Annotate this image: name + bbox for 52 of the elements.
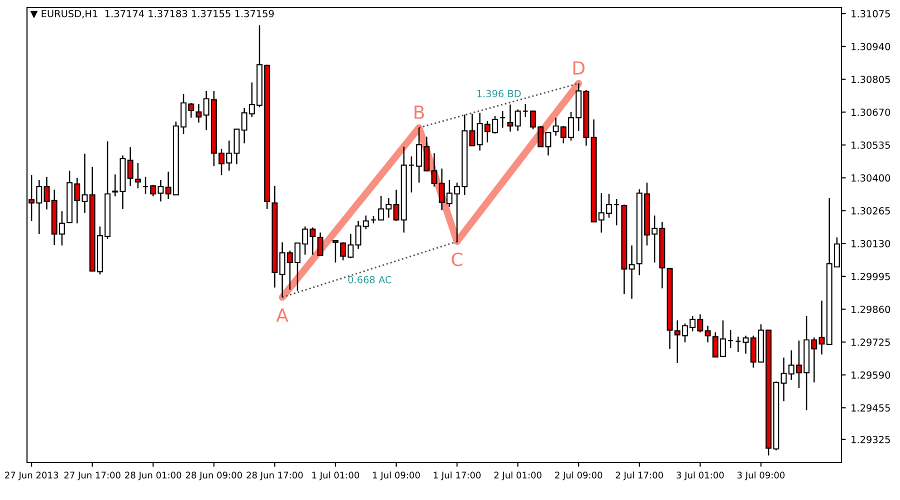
x-tick-label: 3 Jul 01:00 bbox=[676, 472, 724, 480]
candlestick bbox=[408, 156, 414, 194]
y-tick-label: 1.30130 bbox=[852, 240, 890, 248]
x-tick-label: 27 Jun 17:00 bbox=[64, 472, 120, 480]
x-tick-label: 2 Jul 09:00 bbox=[555, 472, 602, 480]
x-tick-label: 28 Jun 09:00 bbox=[186, 472, 242, 480]
candlestick bbox=[469, 113, 476, 146]
y-tick-label: 1.30805 bbox=[852, 76, 890, 84]
x-tick-label: 1 Jul 01:00 bbox=[312, 472, 360, 480]
y-tick-label: 1.29455 bbox=[852, 404, 890, 412]
candlestick bbox=[393, 189, 400, 222]
x-tick-label: 3 Jul 09:00 bbox=[737, 472, 785, 480]
x-tick-label: 2 Jul 17:00 bbox=[616, 472, 663, 480]
chart-title: ▼ EURUSD,H1 1.37174 1.37183 1.37155 1.37159 bbox=[30, 10, 274, 18]
candlestick bbox=[196, 103, 202, 124]
candlestick bbox=[500, 110, 506, 128]
candlestick bbox=[142, 176, 149, 195]
x-tick-label: 1 Jul 09:00 bbox=[373, 472, 420, 480]
candlestick bbox=[507, 104, 514, 132]
candlestick bbox=[317, 232, 324, 256]
candlestick bbox=[614, 198, 620, 226]
data-label: D bbox=[573, 61, 584, 75]
x-tick-label: 28 Jun 17:00 bbox=[246, 472, 303, 480]
y-tick-label: 1.30265 bbox=[852, 207, 890, 214]
y-tick-label: 1.30535 bbox=[852, 141, 890, 149]
candlestick bbox=[522, 103, 528, 118]
x-tick-label: 1 Jul 17:00 bbox=[434, 472, 481, 480]
candlestick bbox=[818, 300, 825, 356]
y-tick-label: 1.29590 bbox=[852, 371, 890, 379]
y-tick-label: 1.29995 bbox=[852, 272, 890, 280]
candlestick bbox=[735, 336, 742, 353]
candlestick bbox=[514, 108, 521, 132]
data-label: A bbox=[276, 308, 288, 322]
x-tick-label: 27 Jun 2013 bbox=[5, 472, 58, 480]
y-tick-label: 1.31075 bbox=[852, 10, 890, 18]
y-tick-label: 1.29860 bbox=[852, 306, 890, 314]
x-tick-label: 2 Jul 01:00 bbox=[494, 472, 542, 480]
candlestick bbox=[728, 330, 734, 349]
y-tick-label: 1.29725 bbox=[852, 338, 890, 346]
data-label: C bbox=[452, 252, 462, 266]
candlestick bbox=[44, 176, 50, 210]
candlestick bbox=[82, 153, 88, 214]
candlestick bbox=[780, 357, 787, 402]
y-tick-label: 1.30670 bbox=[852, 108, 890, 116]
y-tick-label: 1.30400 bbox=[852, 174, 890, 182]
candlestick bbox=[431, 152, 438, 188]
y-tick-label: 1.30940 bbox=[852, 42, 890, 50]
data-label: B bbox=[414, 106, 424, 119]
annotation: 0.668 AC bbox=[348, 276, 392, 284]
annotation: 1.396 BD bbox=[477, 90, 521, 98]
x-tick-label: 28 Jun 01:00 bbox=[125, 472, 182, 480]
y-tick-label: 1.29325 bbox=[852, 436, 890, 444]
